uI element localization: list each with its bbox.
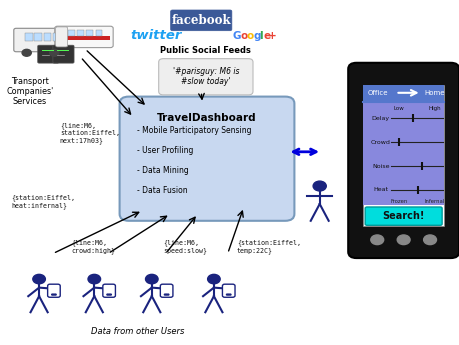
FancyBboxPatch shape (347, 63, 458, 258)
Text: {station:Eiffel,
heat:infernal}: {station:Eiffel, heat:infernal} (11, 195, 75, 209)
Text: - User Profiling: - User Profiling (137, 146, 193, 155)
Text: {station:Eiffel,
temp:22C}: {station:Eiffel, temp:22C} (236, 239, 300, 254)
Text: Crowd: Crowd (370, 140, 390, 145)
Text: Public Social Feeds: Public Social Feeds (160, 46, 251, 55)
FancyBboxPatch shape (362, 85, 443, 226)
Circle shape (229, 294, 230, 295)
Text: Noise: Noise (371, 164, 389, 169)
Circle shape (50, 49, 59, 56)
Text: o: o (240, 31, 247, 40)
Text: Transport
Companies'
Services: Transport Companies' Services (6, 77, 53, 106)
FancyBboxPatch shape (160, 284, 173, 297)
FancyBboxPatch shape (56, 27, 67, 47)
Circle shape (370, 235, 383, 245)
FancyBboxPatch shape (38, 45, 59, 63)
Circle shape (106, 294, 108, 295)
FancyBboxPatch shape (44, 33, 51, 41)
FancyBboxPatch shape (170, 10, 231, 31)
Text: +: + (267, 31, 276, 40)
FancyBboxPatch shape (86, 30, 93, 36)
Circle shape (55, 294, 56, 295)
Text: facebook: facebook (171, 14, 230, 27)
Circle shape (313, 181, 325, 191)
FancyBboxPatch shape (95, 30, 102, 36)
Circle shape (423, 235, 436, 245)
FancyBboxPatch shape (68, 30, 74, 36)
Text: twitter: twitter (130, 29, 182, 42)
Circle shape (228, 294, 229, 295)
Text: G: G (232, 31, 240, 40)
FancyBboxPatch shape (158, 59, 252, 95)
Text: g: g (252, 31, 260, 40)
FancyBboxPatch shape (362, 85, 443, 101)
FancyBboxPatch shape (53, 33, 60, 41)
Text: - Data Fusion: - Data Fusion (137, 186, 187, 195)
Text: Heat: Heat (373, 187, 387, 193)
Circle shape (207, 274, 220, 284)
FancyBboxPatch shape (53, 45, 74, 63)
Circle shape (88, 274, 101, 284)
Text: {line:M6,
station:Eiffel,
next:17h03}: {line:M6, station:Eiffel, next:17h03} (60, 122, 119, 144)
FancyBboxPatch shape (362, 103, 443, 205)
FancyBboxPatch shape (48, 284, 60, 297)
FancyBboxPatch shape (25, 33, 33, 41)
Text: - Mobile Participatory Sensing: - Mobile Participatory Sensing (137, 126, 251, 135)
Text: Office: Office (367, 90, 387, 96)
Text: TravelDashboard: TravelDashboard (157, 113, 256, 123)
FancyBboxPatch shape (77, 30, 84, 36)
Text: Infernal: Infernal (424, 199, 444, 204)
Text: l: l (259, 31, 263, 40)
Text: High: High (427, 106, 440, 111)
Text: e: e (263, 31, 270, 40)
Circle shape (226, 294, 227, 295)
FancyBboxPatch shape (34, 33, 42, 41)
Text: o: o (246, 31, 253, 40)
Text: Search!: Search! (381, 211, 424, 221)
Text: - Data Mining: - Data Mining (137, 166, 189, 175)
FancyBboxPatch shape (119, 97, 294, 221)
Circle shape (108, 294, 110, 295)
FancyBboxPatch shape (14, 28, 71, 52)
Circle shape (53, 294, 55, 295)
Circle shape (33, 274, 45, 284)
FancyBboxPatch shape (57, 36, 110, 40)
Circle shape (166, 294, 167, 295)
Circle shape (397, 235, 409, 245)
Text: Home: Home (423, 90, 444, 96)
Circle shape (167, 294, 168, 295)
Text: {line:M6,
speed:slow}: {line:M6, speed:slow} (163, 239, 207, 254)
Text: {line:M6,
crowd:high}: {line:M6, crowd:high} (71, 239, 115, 254)
Text: Frozen: Frozen (389, 199, 407, 204)
FancyBboxPatch shape (364, 207, 441, 225)
Circle shape (22, 49, 31, 56)
Circle shape (51, 294, 53, 295)
Circle shape (110, 294, 111, 295)
Circle shape (145, 274, 158, 284)
FancyBboxPatch shape (222, 284, 235, 297)
Text: Low: Low (392, 106, 403, 111)
Text: Delay: Delay (371, 116, 389, 121)
FancyBboxPatch shape (55, 26, 113, 48)
Text: Data from other Users: Data from other Users (91, 327, 184, 336)
Text: '#parisguy: M6 is
#slow today': '#parisguy: M6 is #slow today' (172, 67, 239, 87)
Circle shape (164, 294, 165, 295)
FancyBboxPatch shape (103, 284, 115, 297)
